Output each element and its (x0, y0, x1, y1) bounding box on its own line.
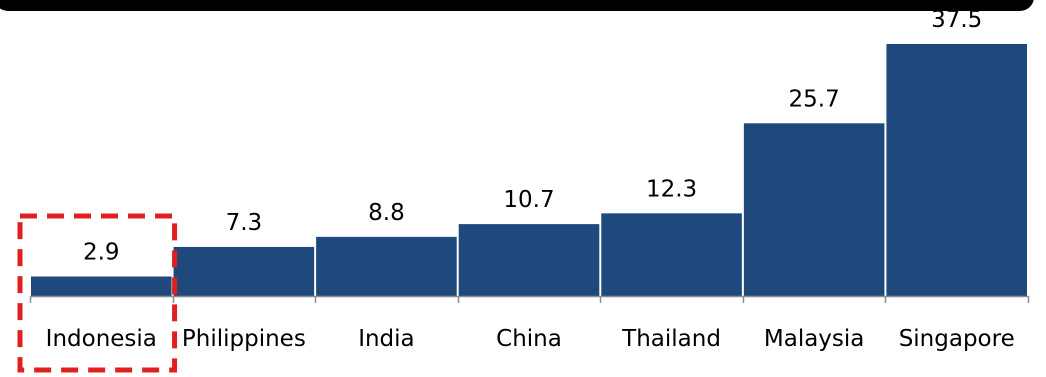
data-label-philippines: 7.3 (226, 210, 263, 236)
highlight-layer (17, 213, 178, 373)
category-labels: Indonesia Philippines India China Thailand Ma… (46, 326, 1015, 352)
bar-indonesia (31, 276, 172, 296)
bar-singapore (886, 44, 1027, 296)
bar-china (458, 224, 600, 296)
tick-label-thailand: Thailand (621, 326, 721, 352)
data-label-malaysia: 25.7 (789, 86, 840, 112)
data-labels: 2.9 7.3 8.8 10.7 12.3 25.7 37.5 (83, 7, 982, 266)
bar-malaysia (743, 123, 885, 297)
top-banner (0, 0, 1034, 11)
data-label-china: 10.7 (503, 187, 554, 213)
x-axis (29, 295, 1030, 303)
bar-india (316, 236, 457, 296)
bars-layer (31, 44, 1027, 297)
data-label-singapore: 37.5 (931, 7, 982, 33)
data-label-indonesia: 2.9 (83, 240, 120, 266)
data-label-india: 8.8 (368, 200, 405, 226)
bar-thailand (601, 213, 742, 296)
highlight-box-indonesia (17, 213, 178, 373)
tick-label-indonesia: Indonesia (46, 326, 157, 352)
tick-label-china: China (496, 326, 562, 352)
tick-label-india: India (358, 326, 414, 352)
bar-philippines (173, 246, 315, 296)
tick-label-philippines: Philippines (182, 326, 306, 352)
data-label-thailand: 12.3 (646, 176, 697, 202)
tick-label-singapore: Singapore (899, 326, 1015, 352)
tick-label-malaysia: Malaysia (764, 326, 865, 352)
